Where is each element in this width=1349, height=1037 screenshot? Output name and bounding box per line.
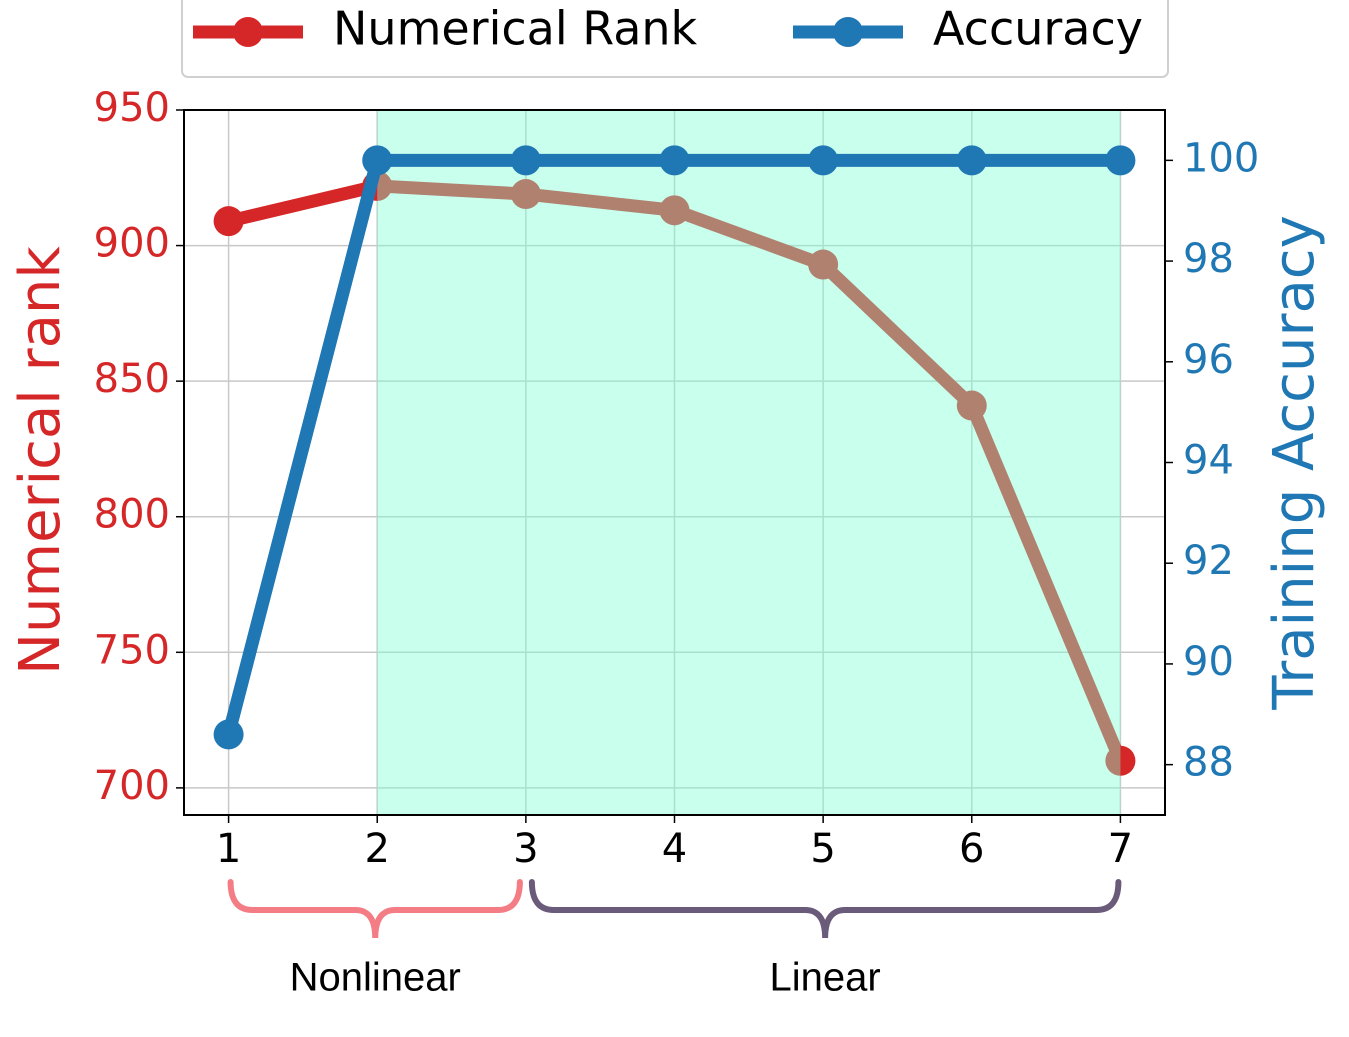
y2-tick-label: 96 [1183, 337, 1234, 383]
legend-marker [833, 17, 863, 47]
brace [528, 879, 1122, 939]
legend-label: Numerical Rank [333, 2, 698, 56]
x-tick-label: 2 [365, 826, 390, 872]
x-tick-label: 4 [662, 826, 687, 872]
plot-frame [183, 109, 1166, 816]
y-tick-label: 900 [94, 221, 170, 267]
series-marker [808, 145, 839, 176]
series-marker [659, 195, 690, 226]
series-marker [659, 145, 690, 176]
series-marker [1105, 745, 1136, 776]
x-tick-label: 6 [959, 826, 984, 872]
x-tick-label: 5 [810, 826, 835, 872]
series-marker [956, 145, 987, 176]
y2-axis-label: Training Accuracy [1262, 215, 1327, 710]
y2-tick-label: 88 [1183, 740, 1234, 786]
series-marker [510, 179, 541, 210]
brace [227, 879, 523, 939]
series-marker [510, 145, 541, 176]
brace-label: Linear [770, 956, 881, 1000]
series-marker [213, 206, 244, 237]
x-tick-label: 1 [216, 826, 241, 872]
y2-tick-label: 94 [1183, 438, 1234, 484]
legend: Numerical Rank Accuracy [181, 0, 1169, 78]
x-tick-label: 7 [1108, 826, 1133, 872]
shaded-region [377, 110, 1121, 815]
y2-tick-label: 100 [1183, 135, 1259, 181]
y2-tick-label: 98 [1183, 236, 1234, 282]
legend-label: Accuracy [933, 2, 1143, 56]
y2-tick-label: 92 [1183, 538, 1234, 584]
y-axis-label: Numerical rank [8, 246, 73, 675]
series-marker [1105, 145, 1136, 176]
series-marker [213, 719, 244, 750]
y-tick-label: 850 [94, 356, 170, 402]
x-tick-label: 3 [513, 826, 538, 872]
legend-entry: Accuracy [793, 2, 1143, 56]
series-marker [956, 390, 987, 421]
brace-label: Nonlinear [290, 956, 461, 1000]
legend-entry: Numerical Rank [193, 2, 698, 56]
legend-box [181, 0, 1169, 78]
y2-tick-label: 90 [1183, 639, 1234, 685]
y-tick-label: 800 [94, 492, 170, 538]
series-marker [362, 145, 393, 176]
y-tick-label: 750 [94, 627, 170, 673]
series-marker [808, 249, 839, 280]
y-tick-label: 700 [94, 763, 170, 809]
y-tick-label: 950 [94, 85, 170, 131]
legend-marker [233, 17, 263, 47]
